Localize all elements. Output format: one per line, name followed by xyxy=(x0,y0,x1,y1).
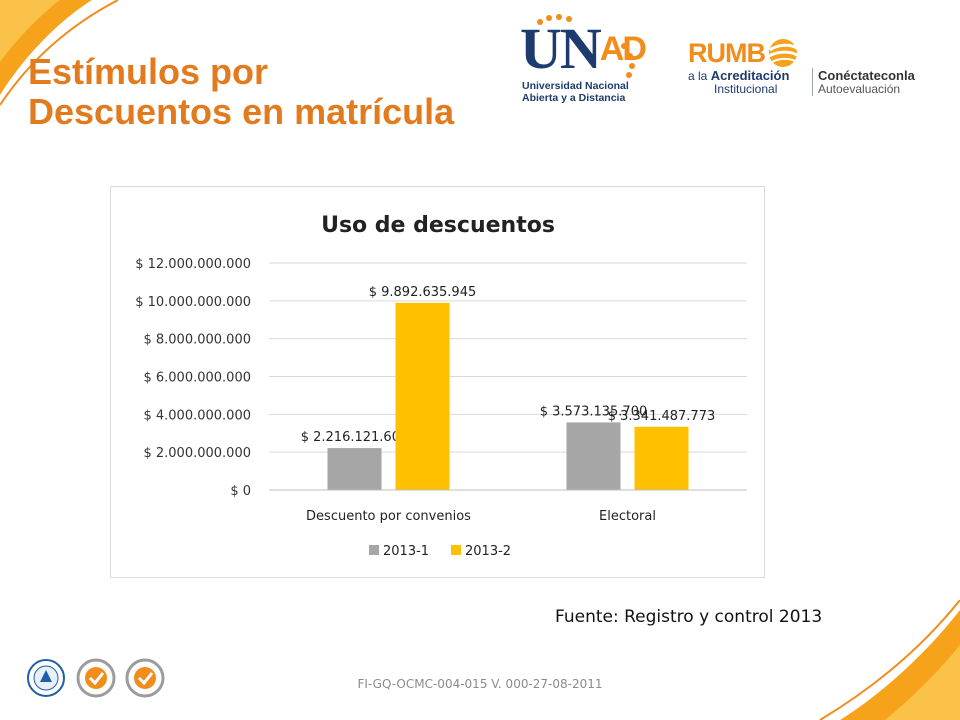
y-tick-label: $ 10.000.000.000 xyxy=(135,295,251,310)
title-line-2: Descuentos en matrícula xyxy=(28,91,455,132)
rumbo-logo: RUMB a la Acreditación Institucional Con… xyxy=(688,38,928,98)
unad-logo: UNAD Universidad Nacional Abierta y a Di… xyxy=(518,14,647,110)
unad-dots-icon xyxy=(537,14,635,78)
bar xyxy=(566,422,621,490)
unad-logo-word: UNAD xyxy=(520,16,647,81)
title-line-1: Estímulos por xyxy=(28,51,269,92)
y-tick-label: $ 4.000.000.000 xyxy=(143,408,251,423)
colombia-seal-icon xyxy=(27,659,65,697)
legend-swatch xyxy=(451,545,461,555)
source-note: Fuente: Registro y control 2013 xyxy=(555,607,823,627)
data-label: $ 2.216.121.600 xyxy=(301,430,409,445)
bar xyxy=(395,302,450,490)
bar xyxy=(327,448,382,490)
rumbo-autoevaluacion: Autoevaluación xyxy=(818,82,901,96)
rumbo-line1-bold: Acreditación xyxy=(710,68,790,83)
y-tick-label: $ 2.000.000.000 xyxy=(143,446,251,461)
corner-swoosh-top-left xyxy=(0,0,119,106)
x-tick-label: Electoral xyxy=(599,509,656,524)
unad-sub-line-1: Universidad Nacional xyxy=(522,80,629,92)
rumbo-logo-word: RUMB xyxy=(688,38,766,69)
data-label: $ 3.573.135.700 xyxy=(540,404,648,419)
data-label: $ 3.341.487.773 xyxy=(608,409,716,424)
y-tick-label: $ 8.000.000.000 xyxy=(143,333,251,348)
unad-sub-line-2: Abierta y a Distancia xyxy=(522,92,626,104)
data-label: $ 9.892.635.945 xyxy=(369,285,477,300)
legend-swatch xyxy=(369,545,379,555)
sgs-certification-icon xyxy=(76,658,116,698)
corner-swoosh-bottom-right xyxy=(819,600,960,720)
bar xyxy=(634,426,689,490)
rumbo-conectate-la: la xyxy=(903,68,915,83)
rumbo-conectate-text: Conéctatecon xyxy=(818,68,904,83)
y-tick-label: $ 0 xyxy=(230,484,251,499)
chart-title: Uso de descuentos xyxy=(321,213,555,238)
rumbo-globe-icon xyxy=(768,39,798,67)
footer-code: FI-GQ-OCMC-004-015 V. 000-27-08-2011 xyxy=(357,677,603,691)
unad-logo-ad: AD xyxy=(599,30,647,68)
rumbo-separator xyxy=(812,68,813,96)
sgs-certification-icon-2 xyxy=(125,658,165,698)
rumbo-word-text: RUMB xyxy=(688,38,766,68)
bar-chart: Uso de descuentos $ 0 $ 2.000.000.000 $ 4.0… xyxy=(135,213,747,559)
rumbo-conectate: Conéctateconla xyxy=(818,68,915,83)
y-tick-label: $ 6.000.000.000 xyxy=(143,371,251,386)
y-tick-label: $ 12.000.000.000 xyxy=(135,257,251,272)
unad-logo-subtitle: Universidad Nacional Abierta y a Distanc… xyxy=(522,80,629,104)
chart-container: Uso de descuentos $ 0 $ 2.000.000.000 $ 4.0… xyxy=(110,186,765,578)
page-title: Estímulos por Descuentos en matrícula xyxy=(28,52,454,132)
rumbo-line1-prefix: a la xyxy=(688,69,711,83)
rumbo-line-1: a la Acreditación xyxy=(688,68,789,83)
unad-logo-un: UN xyxy=(520,16,602,81)
legend-label: 2013-2 xyxy=(465,544,511,559)
x-tick-label: Descuento por convenios xyxy=(306,509,471,524)
rumbo-line-2: Institucional xyxy=(714,82,778,96)
legend-label: 2013-1 xyxy=(383,544,429,559)
